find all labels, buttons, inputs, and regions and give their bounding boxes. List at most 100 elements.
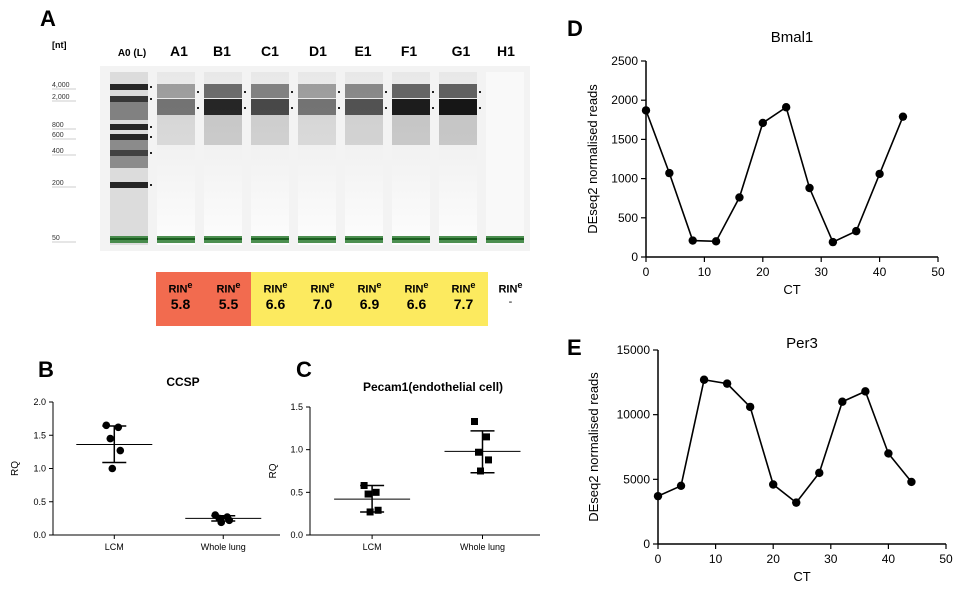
rrna-18s-band <box>157 99 195 115</box>
x-tick-label: 20 <box>767 552 781 566</box>
gel-tick-dot <box>432 91 434 93</box>
lower-marker-line <box>439 238 477 240</box>
rrna-28s-band <box>439 84 477 98</box>
gel-smear <box>157 115 195 145</box>
data-point <box>641 106 651 115</box>
y-tick-label: 1500 <box>611 132 638 146</box>
rin-value: 5.5 <box>218 295 239 312</box>
data-point <box>838 397 847 406</box>
y-tick-label: 0 <box>643 537 650 551</box>
ladder-tick-dot <box>150 98 152 100</box>
x-tick-label: 30 <box>824 552 838 566</box>
gel-electropherogram: [nt] A0 (L) A1 B1 C1 D1 E1 F1 G1 H1 4,000 2,000 80… <box>52 40 530 251</box>
gel-smear <box>392 115 430 145</box>
gel-lane-label: E1 <box>354 43 371 59</box>
chart-bmal1: Bmal1 0 500 1000 1500 2000 2500 0 10 20 30 40 50 CT DE… <box>585 29 945 297</box>
x-tick-label: 0 <box>655 552 662 566</box>
data-point <box>781 103 791 112</box>
y-tick-label: 1.0 <box>33 464 46 474</box>
x-tick-label: LCM <box>105 542 124 552</box>
rin-label: RINe <box>168 280 193 296</box>
data-point <box>805 183 814 193</box>
ladder-band <box>110 96 148 120</box>
ladder-band <box>110 182 148 188</box>
rin-superscript: e <box>470 280 476 290</box>
rrna-28s-band <box>204 84 242 98</box>
ladder-band <box>110 84 148 90</box>
rrna-18s-band <box>298 99 336 115</box>
data-point <box>374 506 382 514</box>
chart-title: Per3 <box>786 335 818 352</box>
x-tick-label: 10 <box>698 265 712 279</box>
rrna-28s-band <box>251 84 289 98</box>
rin-label: RINe <box>263 280 288 296</box>
gel-ladder-labels: 4,000 2,000 800 600 400 200 50 <box>52 82 76 243</box>
y-tick-label: 2.0 <box>33 397 46 407</box>
gel-smear <box>439 115 477 145</box>
x-tick-label: 50 <box>939 552 953 566</box>
ladder-size-label: 800 <box>52 122 64 129</box>
chart-pecam1: Pecam1(endothelial cell) RQ 0.0 0.5 1.0 1.5 LC… <box>268 380 540 552</box>
data-point <box>485 456 492 464</box>
ladder-size-label: 4,000 <box>52 82 70 89</box>
data-point <box>722 379 732 388</box>
gel-lane-label: H1 <box>497 43 515 59</box>
rin-label: RINe <box>498 280 523 296</box>
gel-lane-label: C1 <box>261 43 279 59</box>
gel-tick-dot <box>385 91 387 93</box>
data-point <box>907 477 916 487</box>
panel-label-b: B <box>38 357 54 382</box>
data-point <box>758 118 767 128</box>
y-tick-label: 0.0 <box>33 530 46 540</box>
gel-unit-label: [nt] <box>52 40 67 50</box>
data-point <box>898 112 908 121</box>
data-point <box>471 418 478 426</box>
rin-superscript: e <box>187 280 193 290</box>
ladder-tick-dot <box>150 86 152 88</box>
gel-lane-label: B1 <box>213 43 231 59</box>
x-axis-label: CT <box>783 282 800 297</box>
rin-box: RINe 5.8 <box>156 272 205 326</box>
chart-title: Bmal1 <box>771 29 814 46</box>
rin-value: 7.0 <box>312 295 333 312</box>
rrna-18s-band <box>345 99 383 115</box>
ladder-band <box>110 140 148 168</box>
rin-box: RINe - <box>486 272 535 326</box>
panel-label-d: D <box>567 16 583 41</box>
gel-smear <box>298 115 336 145</box>
data-point <box>884 449 893 458</box>
rrna-28s-band <box>345 84 383 98</box>
ladder-tick-dot <box>150 126 152 128</box>
gel-tick-dot <box>432 107 434 109</box>
y-tick-label: 1.0 <box>290 445 303 455</box>
y-tick-label: 0 <box>631 250 638 264</box>
y-tick-label: 0.5 <box>290 487 303 497</box>
lower-marker-line <box>392 238 430 240</box>
y-tick-label: 0.5 <box>33 497 46 507</box>
gel-lane <box>251 72 293 245</box>
gel-lanes <box>110 72 524 245</box>
x-tick-label: 50 <box>931 265 945 279</box>
rin-value: 6.6 <box>406 295 427 312</box>
gel-tick-dot <box>385 107 387 109</box>
y-tick-label: 5000 <box>623 472 650 486</box>
y-tick-label: 500 <box>618 211 638 225</box>
rin-value: 7.7 <box>453 295 474 312</box>
rin-box: RINe 7.0 <box>298 272 347 326</box>
data-point <box>108 464 117 473</box>
gel-tick-dot <box>244 91 246 93</box>
ladder-tick-dot <box>150 184 152 186</box>
lower-marker-line <box>345 238 383 240</box>
y-tick-label: 1.5 <box>290 402 303 412</box>
chart-per3: Per3 0 5000 10000 15000 0 10 20 30 40 50 CT DEseq2 n… <box>586 335 953 584</box>
gel-tick-dot <box>338 91 340 93</box>
gel-lane-label: G1 <box>452 43 471 59</box>
rin-box: RINe 6.6 <box>251 272 300 326</box>
ladder-size-label: 600 <box>52 132 64 139</box>
data-point <box>217 518 226 527</box>
data-point <box>745 402 755 412</box>
rin-superscript: e <box>517 280 523 290</box>
data-point <box>735 193 744 202</box>
rin-label: RINe <box>451 280 476 296</box>
gel-lane-label: A1 <box>170 43 188 59</box>
